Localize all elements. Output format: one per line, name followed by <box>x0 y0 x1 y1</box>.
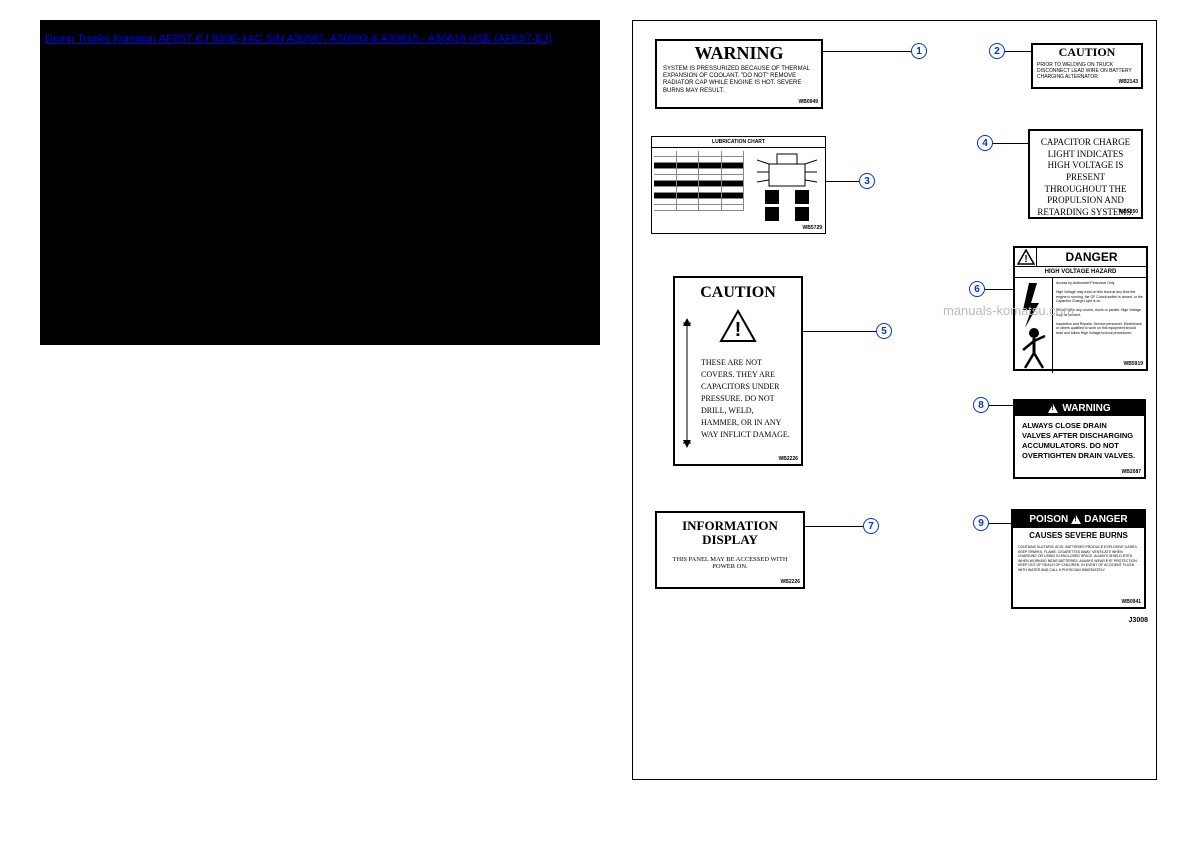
warning-title: WARNING <box>657 41 821 64</box>
callout-line-7 <box>805 526 865 527</box>
callout-num: 4 <box>982 138 988 149</box>
document-title-link[interactable]: Dump Trucks Komatsu AFE57-EJ 830E-1AC S/… <box>45 32 585 47</box>
label-warning-8: WARNING ALWAYS CLOSE DRAIN VALVES AFTER … <box>1013 399 1146 479</box>
callout-line-3 <box>826 181 861 182</box>
callout-line-1 <box>823 51 913 52</box>
callout-4: 4 <box>977 135 993 151</box>
caution5-title: CAUTION <box>675 278 801 308</box>
danger-subtitle: HIGH VOLTAGE HAZARD <box>1015 267 1146 278</box>
callout-num: 1 <box>916 46 922 57</box>
label-code: WB2087 <box>1122 469 1141 475</box>
poison-title: POISON <box>1029 514 1068 525</box>
label-code: WB5729 <box>803 225 822 231</box>
callout-8: 8 <box>973 397 989 413</box>
poison-fine-print: CONTAINS SULFURIC ACID. BATTERIES PRODUC… <box>1013 543 1144 574</box>
label-code: WB2226 <box>779 456 798 462</box>
label-info-7: INFORMATION DISPLAY THIS PANEL MAY BE AC… <box>655 511 805 589</box>
danger-fine-print: Access by Authorized Personnel OnlyHigh … <box>1053 278 1146 373</box>
danger-header: ! DANGER <box>1015 248 1146 267</box>
lub-table <box>654 151 744 223</box>
label-caution-5: CAUTION ! THESE ARE NOT COVERS. THEY ARE… <box>673 276 803 466</box>
caution-title: CAUTION <box>1033 45 1141 60</box>
callout-line-6 <box>983 289 1013 290</box>
warning-triangle-icon <box>1048 404 1058 413</box>
info-body: THIS PANEL MAY BE ACCESSED WITH POWER ON… <box>657 554 803 574</box>
poison-header: POISON DANGER <box>1013 511 1144 528</box>
label-code: WB2226 <box>781 579 800 585</box>
callout-line-4 <box>991 143 1028 144</box>
callout-line-8 <box>987 405 1013 406</box>
warning8-header: WARNING <box>1015 401 1144 416</box>
callout-line-9 <box>987 523 1011 524</box>
caution5-body: THESE ARE NOT COVERS. THEY ARE CAPACITOR… <box>675 349 801 449</box>
callout-num: 7 <box>868 521 874 532</box>
callout-num: 8 <box>978 400 984 411</box>
label-code: WB0949 <box>799 99 818 105</box>
callout-num: 9 <box>978 518 984 529</box>
danger-content: Access by Authorized Personnel OnlyHigh … <box>1015 278 1146 373</box>
label-capacitor-4: CAPACITOR CHARGE LIGHT INDICATES HIGH VO… <box>1028 129 1143 219</box>
callout-3: 3 <box>859 173 875 189</box>
warning-body: SYSTEM IS PRESSURIZED BECAUSE OF THERMAL… <box>657 64 821 97</box>
danger-title: DANGER <box>1037 248 1146 266</box>
shock-figure-icon <box>1015 278 1053 373</box>
callout-line-5 <box>803 331 878 332</box>
callout-7: 7 <box>863 518 879 534</box>
poison-subtitle: CAUSES SEVERE BURNS <box>1013 528 1144 543</box>
lub-title: LUBRICATION CHART <box>652 137 825 148</box>
danger-triangle-icon: ! <box>1015 248 1037 266</box>
diagram-page: WARNING SYSTEM IS PRESSURIZED BECAUSE OF… <box>632 20 1157 780</box>
label-poison-9: POISON DANGER CAUSES SEVERE BURNS CONTAI… <box>1011 509 1146 609</box>
callout-6: 6 <box>969 281 985 297</box>
callout-1: 1 <box>911 43 927 59</box>
callout-line-2 <box>1003 51 1031 52</box>
lub-truck-diagram <box>757 152 817 222</box>
left-black-panel <box>40 20 600 345</box>
svg-text:!: ! <box>735 319 742 341</box>
page-code: J3008 <box>1129 617 1148 624</box>
info-title: INFORMATION DISPLAY <box>657 513 803 554</box>
caution-arrows <box>681 318 693 448</box>
label-lubrication-chart: LUBRICATION CHART <box>651 136 826 234</box>
label-danger-6: ! DANGER HIGH VOLTAGE HAZARD Access by A… <box>1013 246 1148 371</box>
label-caution-2: CAUTION PRIOR TO WELDING ON TRUCK DISCON… <box>1031 43 1143 89</box>
warning8-body: ALWAYS CLOSE DRAIN VALVES AFTER DISCHARG… <box>1015 416 1144 467</box>
callout-9: 9 <box>973 515 989 531</box>
callout-num: 3 <box>864 176 870 187</box>
callout-2: 2 <box>989 43 1005 59</box>
label-code: WB2143 <box>1119 79 1138 85</box>
svg-text:!: ! <box>1024 254 1027 265</box>
poison-triangle-icon <box>1071 515 1081 524</box>
callout-num: 2 <box>994 46 1000 57</box>
callout-5: 5 <box>876 323 892 339</box>
callout-num: 5 <box>881 326 887 337</box>
caution-triangle-icon: ! <box>675 308 801 349</box>
label-code: WB5919 <box>1124 361 1143 367</box>
label-code: WB5850 <box>1119 209 1138 215</box>
label-warning-1: WARNING SYSTEM IS PRESSURIZED BECAUSE OF… <box>655 39 823 109</box>
callout-num: 6 <box>974 284 980 295</box>
warning8-title: WARNING <box>1062 403 1110 414</box>
poison-title2: DANGER <box>1084 514 1127 525</box>
label-code: WB0941 <box>1122 599 1141 605</box>
